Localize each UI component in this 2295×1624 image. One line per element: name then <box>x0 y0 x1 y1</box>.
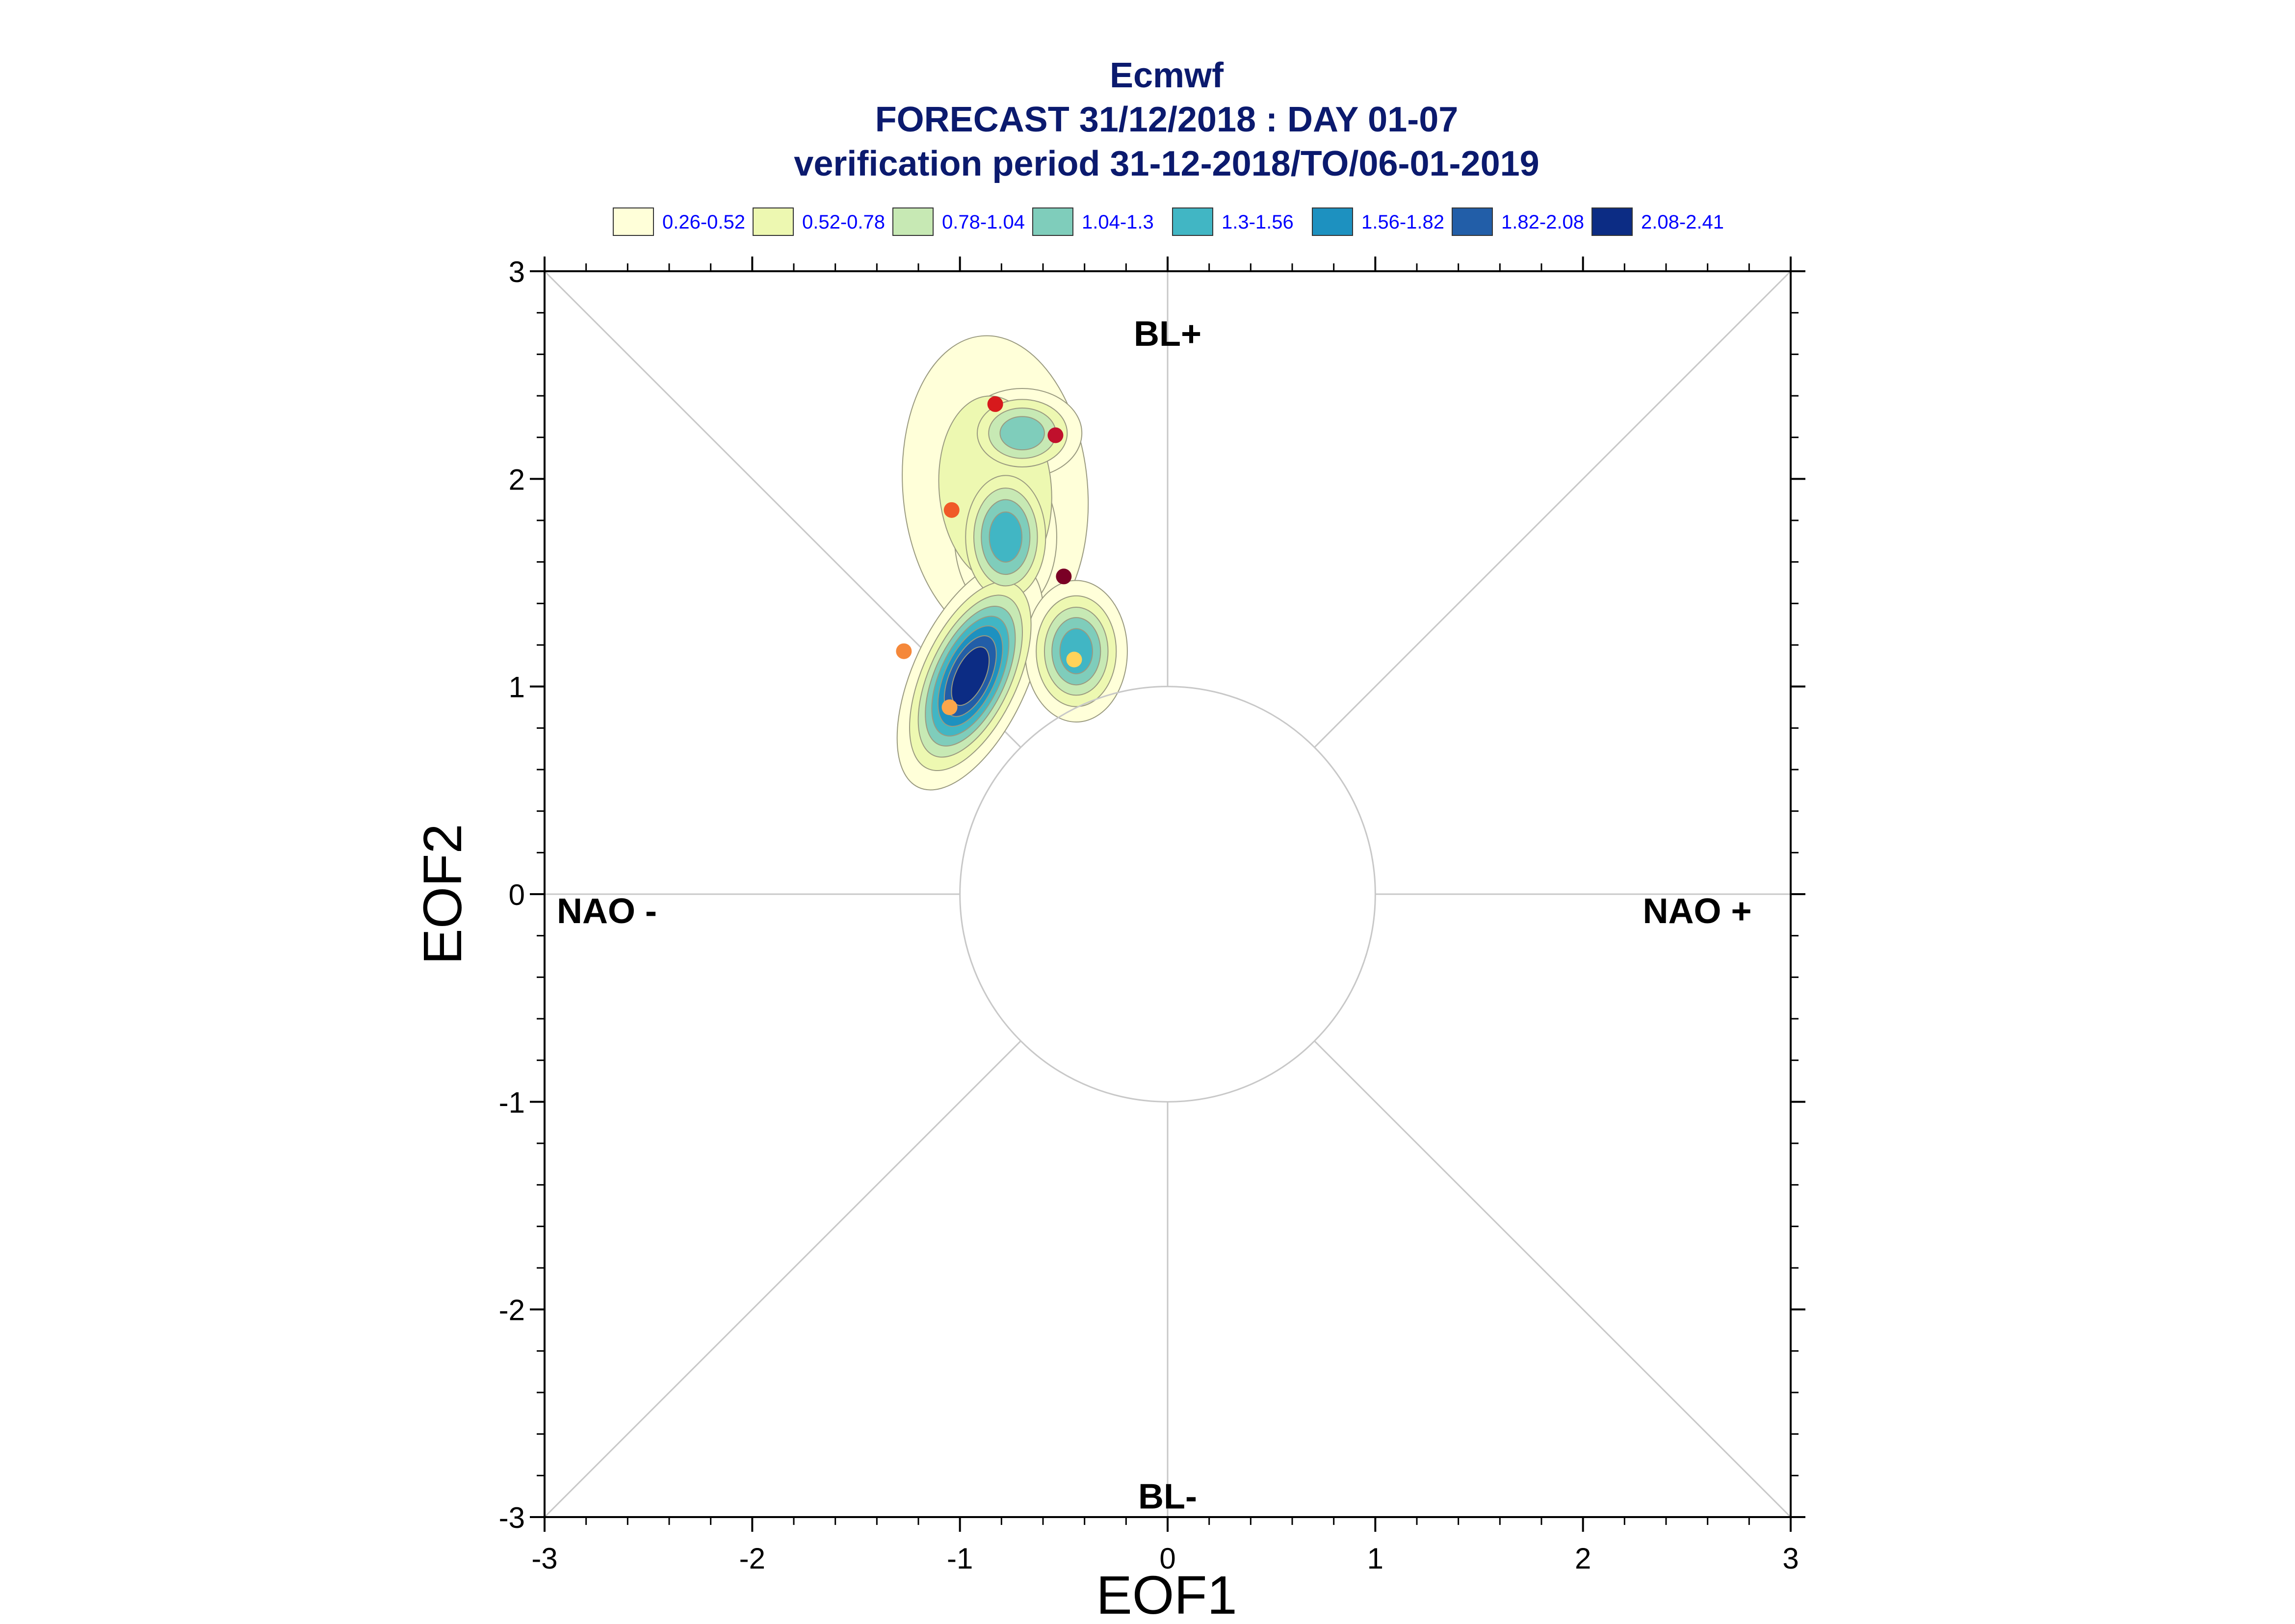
density-contour <box>951 646 990 706</box>
regime-label: BL+ <box>1134 314 1201 354</box>
legend-label: 1.82-2.08 <box>1501 211 1584 233</box>
regime-label: BL- <box>1138 1477 1197 1517</box>
x-axis-title: EOF1 <box>1096 1565 1237 1624</box>
regime-label: NAO - <box>557 892 657 931</box>
y-axis-title: EOF2 <box>413 824 473 964</box>
density-contour <box>999 416 1045 451</box>
diagonal-line <box>1314 1040 1792 1518</box>
legend-swatch <box>1172 207 1213 236</box>
y-tick-label: -3 <box>499 1501 525 1534</box>
legend-label: 1.04-1.3 <box>1082 211 1154 233</box>
regime-diagonals <box>544 270 1792 1518</box>
ensemble-point <box>943 502 960 518</box>
ensemble-point <box>1066 651 1082 668</box>
legend-label: 0.52-0.78 <box>802 211 885 233</box>
ensemble-point <box>941 699 958 715</box>
legend-swatch <box>1452 207 1493 236</box>
y-tick-label: -1 <box>499 1086 525 1119</box>
legend-swatch <box>1591 207 1633 236</box>
chart-subtitle-line-2: verification period 31-12-2018/TO/06-01-… <box>794 144 1539 183</box>
x-tick-label: 1 <box>1367 1542 1383 1575</box>
chart-subtitle-line-1: FORECAST 31/12/2018 : DAY 01-07 <box>875 100 1459 139</box>
x-tick-label: -1 <box>947 1542 973 1575</box>
x-tick-label: 0 <box>1159 1542 1175 1575</box>
ensemble-point <box>1047 427 1064 443</box>
chart-title: Ecmwf <box>1110 56 1224 95</box>
density-contour <box>989 511 1023 563</box>
legend-label: 0.78-1.04 <box>942 211 1025 233</box>
legend-swatch <box>753 207 794 236</box>
unit-circle <box>959 686 1376 1103</box>
legend-label: 1.56-1.82 <box>1361 211 1444 233</box>
x-tick-label: -2 <box>739 1542 765 1575</box>
ensemble-point <box>1056 568 1072 585</box>
x-tick-label: -3 <box>531 1542 557 1575</box>
ensemble-points <box>896 396 1082 715</box>
legend: 0.26-0.52 0.52-0.78 0.78-1.04 1.04-1.3 1.3-1… <box>613 207 1724 236</box>
x-tick-label: 2 <box>1575 1542 1591 1575</box>
y-tick-label: 0 <box>509 878 525 911</box>
legend-swatch <box>1312 207 1353 236</box>
legend-label: 0.26-0.52 <box>662 211 745 233</box>
y-tick-label: 3 <box>509 256 525 288</box>
legend-label: 2.08-2.41 <box>1641 211 1724 233</box>
legend-swatch <box>1032 207 1073 236</box>
y-tick-label: 2 <box>509 463 525 496</box>
x-tick-label: 3 <box>1782 1542 1799 1575</box>
y-tick-label: 1 <box>509 671 525 704</box>
regime-label: NAO + <box>1643 892 1751 931</box>
y-tick-label: -2 <box>499 1294 525 1327</box>
ensemble-point <box>987 396 1003 412</box>
legend-swatch <box>613 207 654 236</box>
reference-circle <box>959 686 1376 1103</box>
legend-label: 1.3-1.56 <box>1222 211 1294 233</box>
regime-labels: BL+ BL- NAO - NAO + <box>557 314 1752 1517</box>
diagonal-line <box>544 1040 1021 1518</box>
axis-ticks: -3-3 -2 -2 -1 -1 0 0 1 1 2 2 3 3 <box>499 256 1805 1575</box>
legend-swatch <box>892 207 934 236</box>
ensemble-point <box>896 643 912 659</box>
diagonal-line <box>1314 270 1792 748</box>
